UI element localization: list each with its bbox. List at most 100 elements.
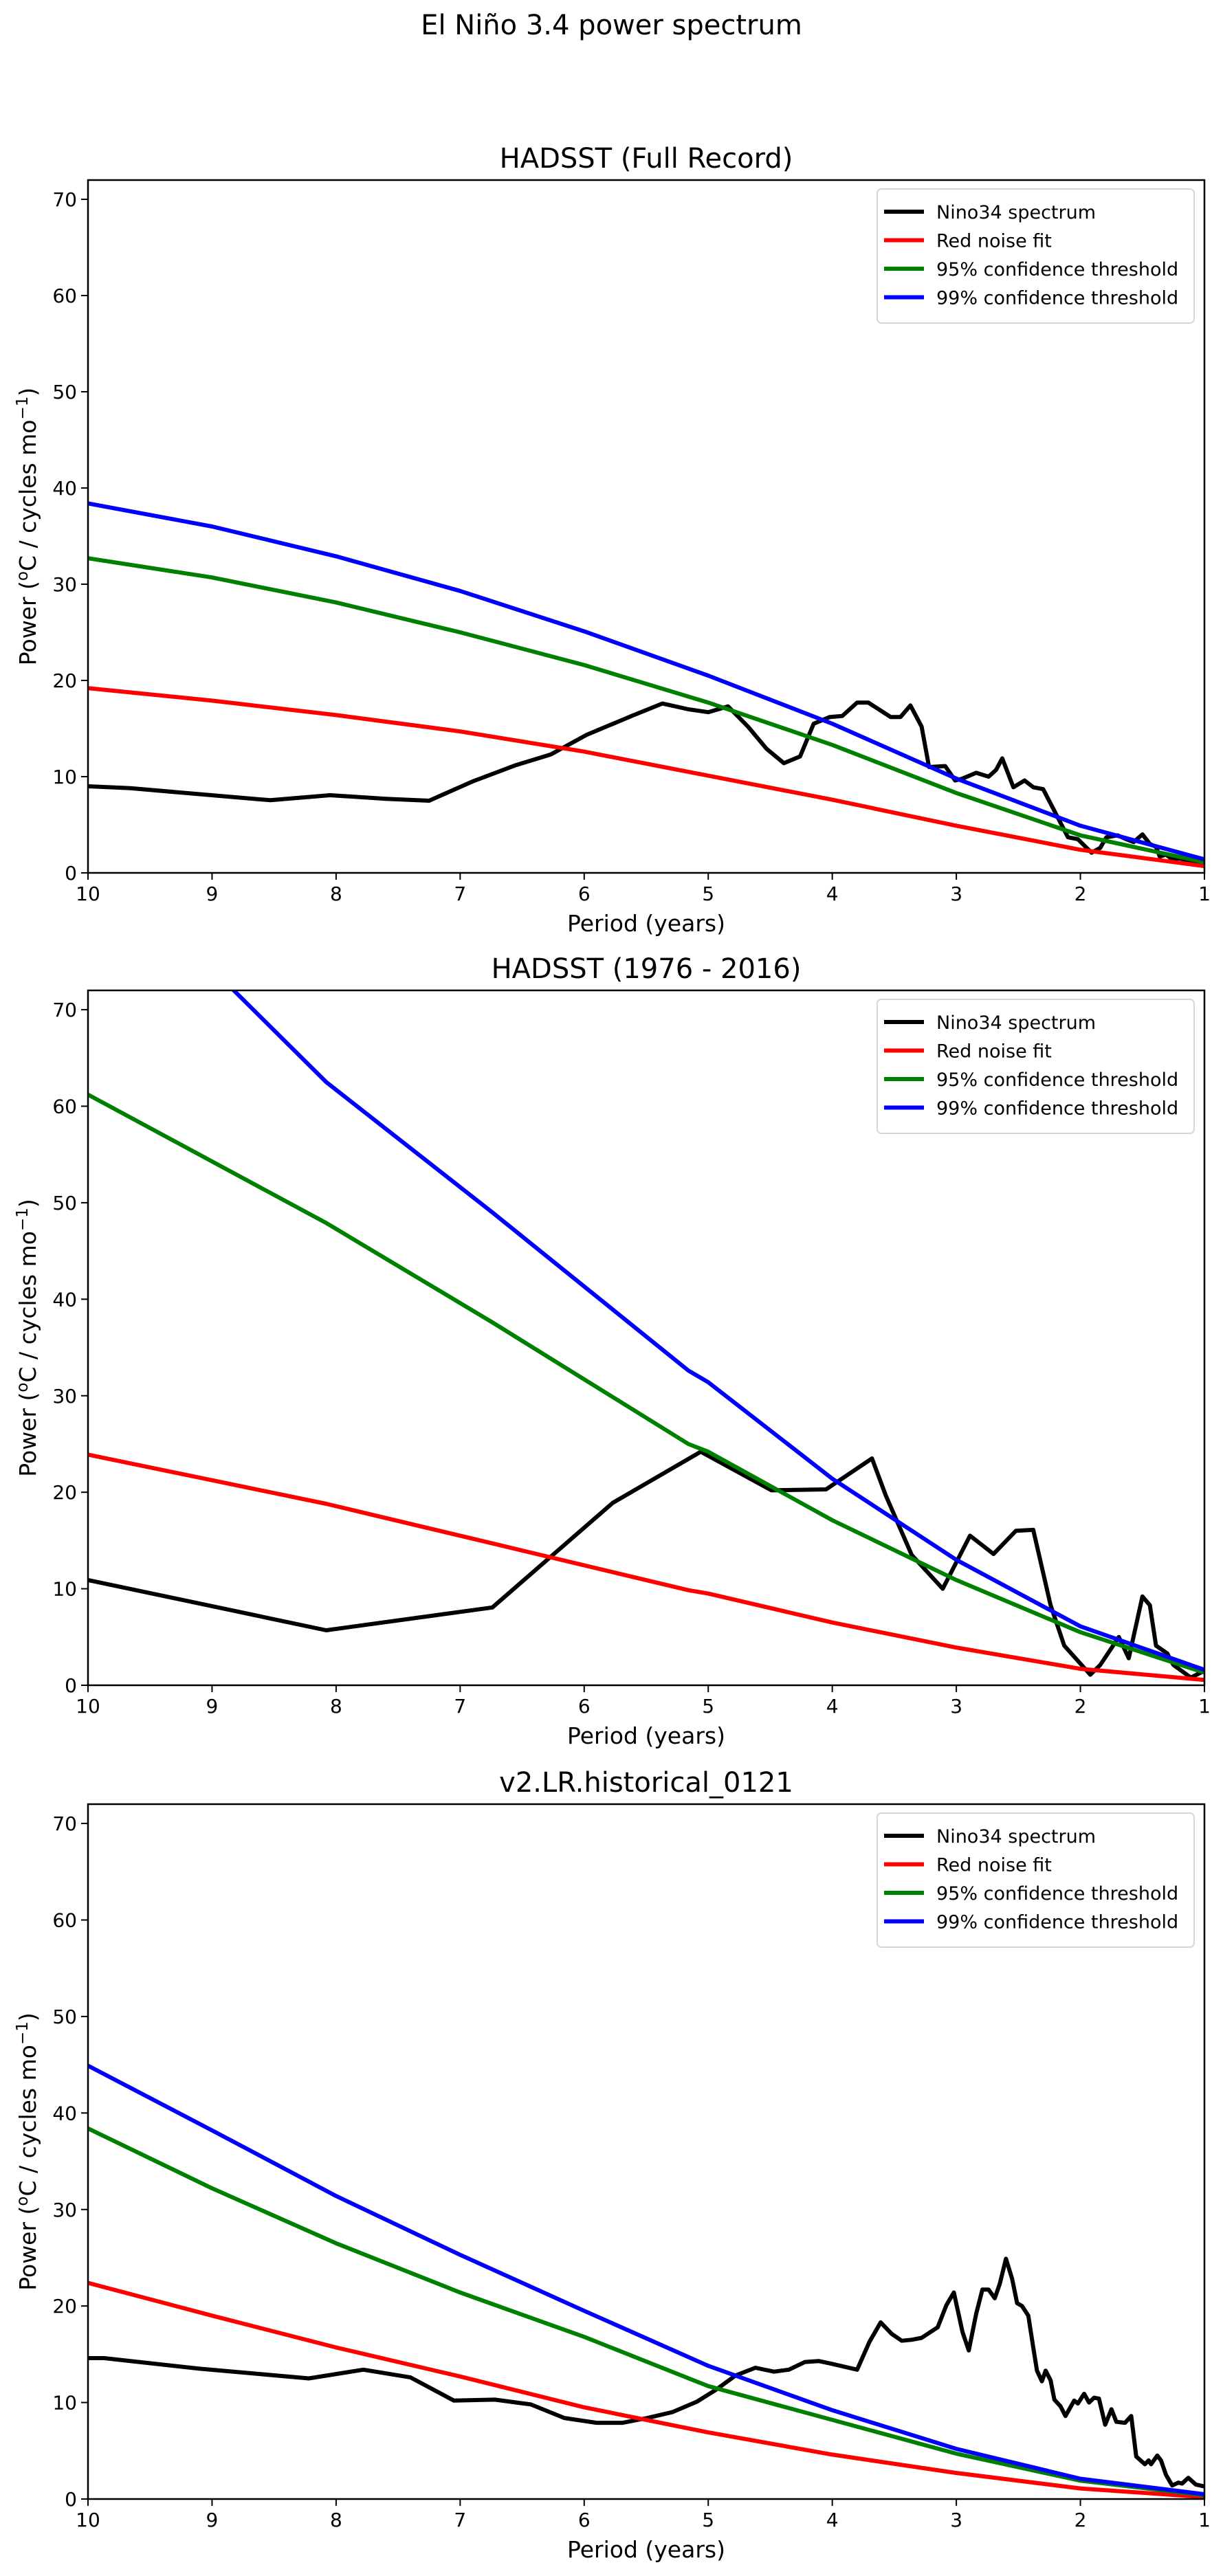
- legend-item: 99% confidence threshold: [884, 1912, 1178, 1933]
- x-tick-label: 2: [1075, 1695, 1087, 1718]
- y-tick-label: 30: [52, 2199, 77, 2221]
- x-tick-label: 3: [950, 882, 962, 905]
- x-tick-label: 6: [578, 882, 591, 905]
- legend-label: Nino34 spectrum: [936, 202, 1096, 223]
- legend-box: [877, 1812, 1195, 1948]
- y-tick-label: 10: [52, 1578, 77, 1601]
- legend-item: 95% confidence threshold: [884, 259, 1178, 280]
- legend-item: Red noise fit: [884, 1855, 1052, 1876]
- plot-area: [88, 990, 1204, 1683]
- legend-box: [877, 188, 1195, 324]
- x-tick-label: 7: [454, 1695, 466, 1718]
- x-tick-label: 10: [76, 882, 100, 905]
- x-tick-label: 2: [1075, 2509, 1087, 2531]
- y-tick-label: 40: [52, 2102, 77, 2124]
- y-tick-label: 0: [65, 862, 77, 885]
- y-tick-label: 20: [52, 669, 77, 692]
- x-tick-label: 3: [950, 2509, 962, 2531]
- x-tick-label: 9: [206, 1695, 219, 1718]
- x-tick-label: 9: [206, 882, 219, 905]
- legend-box: [877, 999, 1195, 1134]
- legend-label: 99% confidence threshold: [936, 1098, 1178, 1120]
- x-tick-label: 8: [330, 1695, 342, 1718]
- y-axis-label: Power (oC / cycles mo−1): [14, 2012, 41, 2290]
- legend-item: 99% confidence threshold: [884, 288, 1178, 309]
- legend-item: Red noise fit: [884, 1041, 1052, 1063]
- x-axis-label: Period (years): [567, 1722, 725, 1749]
- legend: Nino34 spectrum Red noise fit 95% confiden…: [877, 188, 1195, 324]
- panel-title: HADSST (Full Record): [500, 143, 793, 175]
- y-tick-label: 0: [65, 1674, 77, 1697]
- figure-title: El Niño 3.4 power spectrum: [421, 10, 802, 41]
- legend-item: Nino34 spectrum: [884, 1012, 1096, 1034]
- y-tick-label: 60: [52, 1909, 77, 1932]
- x-tick-label: 5: [702, 882, 714, 905]
- series-line-99-confidence-threshold: [88, 2063, 1204, 2496]
- axes-frame: [87, 179, 1206, 874]
- legend-label: Nino34 spectrum: [936, 1012, 1096, 1034]
- series-line-99-confidence-threshold: [88, 501, 1204, 862]
- y-tick-label: 60: [52, 285, 77, 307]
- legend-label: 99% confidence threshold: [936, 288, 1178, 309]
- y-axis-label: Power (oC / cycles mo−1): [14, 388, 41, 665]
- x-tick-label: 6: [578, 1695, 591, 1718]
- legend-label: Red noise fit: [936, 1041, 1052, 1063]
- x-tick-label: 1: [1198, 1695, 1211, 1718]
- series-line-red-noise-fit: [88, 686, 1204, 869]
- x-tick-label: 9: [206, 2509, 219, 2531]
- y-tick-label: 10: [52, 766, 77, 788]
- legend-label: Red noise fit: [936, 231, 1052, 252]
- axes-frame: [87, 1803, 1206, 2500]
- legend-item: Nino34 spectrum: [884, 1826, 1096, 1847]
- legend: Nino34 spectrum Red noise fit 95% confiden…: [877, 1812, 1195, 1948]
- series-line-red-noise-fit: [88, 1452, 1204, 1683]
- y-tick-label: 60: [52, 1096, 77, 1118]
- x-tick-label: 10: [76, 1695, 100, 1718]
- series-line-95-confidence-threshold: [88, 556, 1204, 865]
- y-tick-label: 50: [52, 381, 77, 403]
- series-line-nino34-spectrum: [88, 700, 1204, 865]
- legend: Nino34 spectrum Red noise fit 95% confiden…: [877, 999, 1195, 1134]
- x-tick-label: 4: [826, 2509, 839, 2531]
- legend-item: Red noise fit: [884, 231, 1052, 252]
- y-tick-label: 40: [52, 1288, 77, 1311]
- x-tick-label: 4: [826, 882, 839, 905]
- y-tick-label: 20: [52, 1481, 77, 1504]
- x-tick-label: 10: [76, 2509, 100, 2531]
- panel-title: v2.LR.historical_0121: [499, 1767, 793, 1799]
- y-tick-label: 70: [52, 188, 77, 211]
- x-tick-label: 5: [702, 1695, 714, 1718]
- plot-area: [88, 2063, 1204, 2499]
- x-tick-label: 1: [1198, 2509, 1211, 2531]
- y-tick-label: 20: [52, 2295, 77, 2318]
- y-tick-label: 50: [52, 2006, 77, 2028]
- series-line-95-confidence-threshold: [88, 1092, 1204, 1675]
- legend-label: 99% confidence threshold: [936, 1912, 1178, 1933]
- panel-2: HADSST (1976 - 2016)10 9 8 7 6 5 4 3 2 1010203040…: [14, 953, 1211, 1749]
- x-tick-label: 1: [1198, 882, 1211, 905]
- y-tick-label: 30: [52, 573, 77, 596]
- series-line-red-noise-fit: [88, 2280, 1204, 2499]
- x-axis-label: Period (years): [567, 2536, 725, 2563]
- y-tick-label: 0: [65, 2488, 77, 2511]
- x-tick-label: 8: [330, 2509, 342, 2531]
- y-tick-label: 70: [52, 1812, 77, 1835]
- y-tick-label: 70: [52, 999, 77, 1021]
- legend-label: Red noise fit: [936, 1855, 1052, 1876]
- y-tick-label: 10: [52, 2392, 77, 2414]
- x-tick-label: 8: [330, 882, 342, 905]
- legend-item: Nino34 spectrum: [884, 202, 1096, 223]
- legend-label: Nino34 spectrum: [936, 1826, 1096, 1847]
- x-tick-label: 7: [454, 882, 466, 905]
- y-tick-label: 30: [52, 1385, 77, 1408]
- x-tick-label: 3: [950, 1695, 962, 1718]
- series-line-nino34-spectrum: [88, 2256, 1204, 2489]
- x-tick-label: 2: [1075, 882, 1087, 905]
- x-tick-label: 7: [454, 2509, 466, 2531]
- legend-item: 95% confidence threshold: [884, 1069, 1178, 1091]
- legend-label: 95% confidence threshold: [936, 259, 1178, 280]
- x-axis-label: Period (years): [567, 910, 725, 937]
- legend-item: 95% confidence threshold: [884, 1883, 1178, 1905]
- legend-label: 95% confidence threshold: [936, 1069, 1178, 1091]
